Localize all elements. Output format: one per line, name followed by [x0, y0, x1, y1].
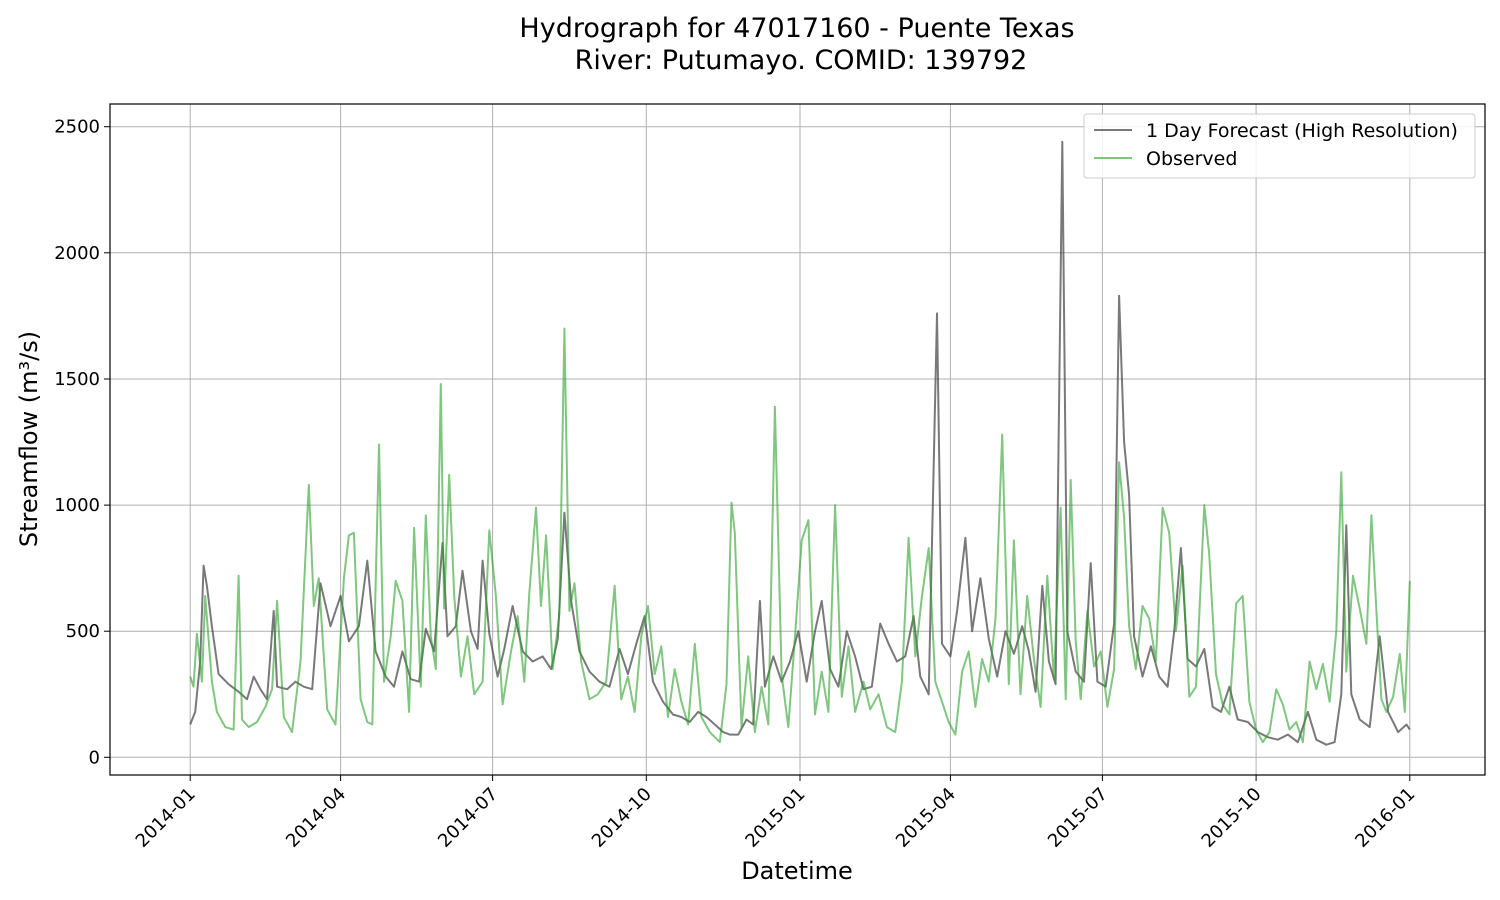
- chart-subtitle: River: Putumayo. COMID: 139792: [575, 45, 1028, 76]
- y-tick-label: 2500: [54, 117, 100, 138]
- x-tick-label: 2015-01: [741, 784, 809, 852]
- grid: [110, 104, 1485, 775]
- x-axis-label: Datetime: [741, 857, 853, 885]
- y-tick-label: 1500: [54, 369, 100, 390]
- legend-box: [1083, 113, 1476, 179]
- x-tick-label: 2014-04: [282, 784, 350, 852]
- axis-ticks: 0 500 1000 1500 2000 2500 2014-01 2014-04 2014-0…: [54, 117, 1419, 852]
- y-tick-label: 2000: [54, 243, 100, 264]
- chart-title: Hydrograph for 47017160 - Puente Texas: [519, 13, 1074, 44]
- x-tick-label: 2015-10: [1198, 784, 1266, 852]
- observed-series-line: [189, 327, 1411, 744]
- x-tick-label: 2015-04: [892, 784, 960, 852]
- legend-forecast-label: 1 Day Forecast (High Resolution): [1146, 120, 1458, 142]
- series-layer: [189, 140, 1411, 746]
- y-axis-label: Streamflow (m³/s): [15, 331, 43, 547]
- legend-observed-label: Observed: [1146, 148, 1237, 170]
- x-tick-label: 2014-07: [434, 784, 502, 852]
- x-tick-label: 2014-10: [588, 784, 656, 852]
- x-tick-label: 2014-01: [132, 784, 200, 852]
- legend: 1 Day Forecast (High Resolution) Observe…: [1083, 113, 1476, 179]
- y-tick-label: 1000: [54, 495, 100, 516]
- x-tick-label: 2016-01: [1351, 784, 1419, 852]
- y-tick-label: 0: [89, 747, 100, 768]
- y-tick-label: 500: [66, 621, 100, 642]
- x-tick-label: 2015-07: [1044, 784, 1112, 852]
- plot-frame: [109, 103, 1486, 776]
